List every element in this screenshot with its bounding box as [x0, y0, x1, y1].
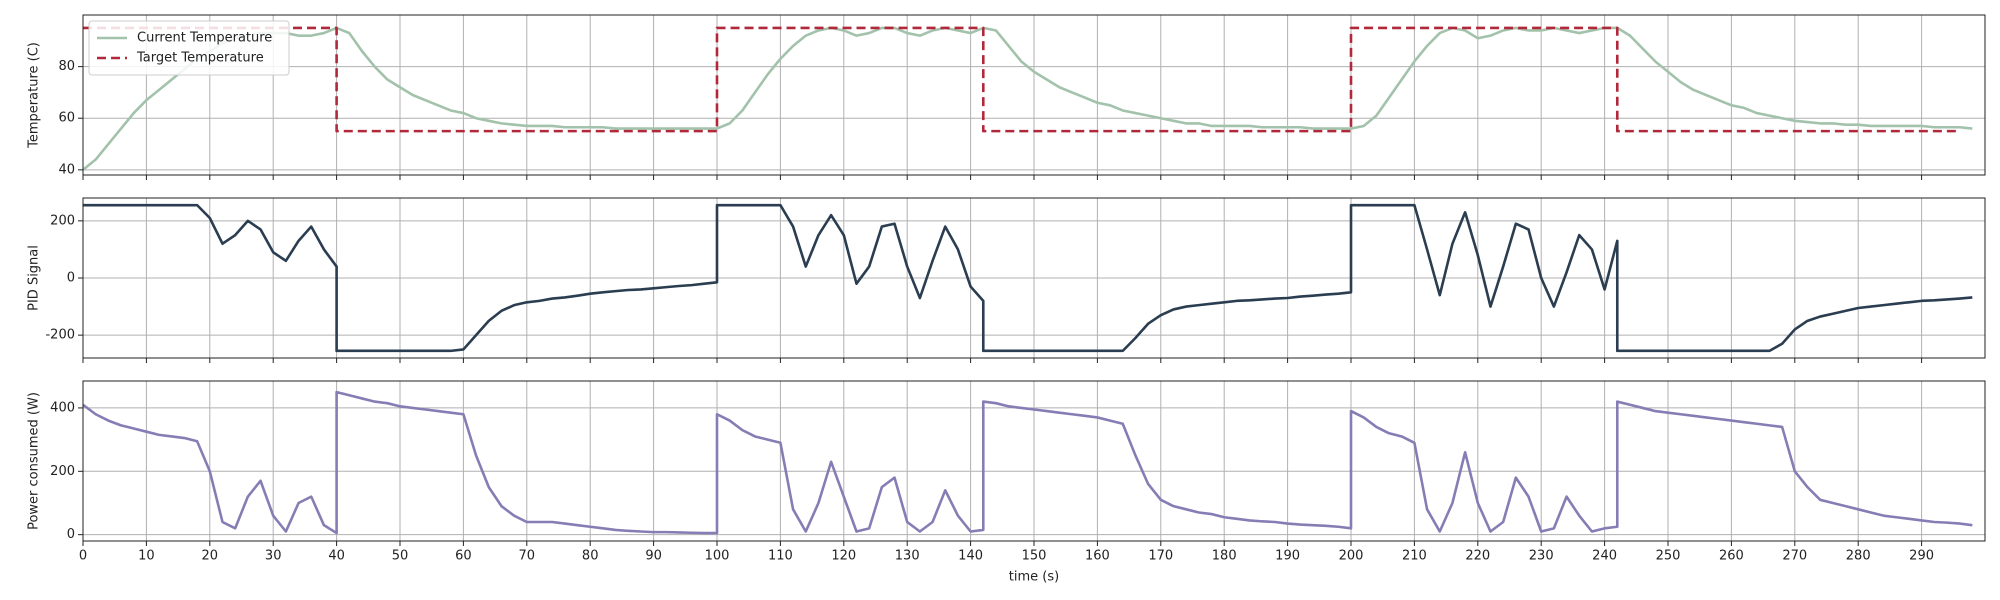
legend-box: [88, 20, 290, 76]
x-tick-label: 150: [1022, 549, 1047, 564]
x-tick-label: 290: [1909, 549, 1934, 564]
plot-area: [83, 26, 1973, 171]
x-tick-label: 120: [831, 549, 856, 564]
y-tick-label: 80: [58, 59, 75, 74]
x-tick-label: 20: [202, 549, 219, 564]
x-tick-label: 70: [519, 549, 536, 564]
x-tick-label: 30: [265, 549, 282, 564]
x-tick-label: 260: [1719, 549, 1744, 564]
axes-frame: [82, 197, 1986, 359]
data-line: [83, 390, 1973, 535]
x-tick-label: 10: [138, 549, 155, 564]
x-axis-label: time (s): [1009, 570, 1059, 585]
x-tick-label: 0: [79, 549, 87, 564]
y-tick-label: 60: [58, 111, 75, 126]
y-tick-label: 200: [50, 464, 75, 479]
axes-frame: [82, 380, 1986, 542]
x-tick-label: 270: [1782, 549, 1807, 564]
plot-area: [83, 390, 1973, 535]
x-tick-label: 170: [1148, 549, 1173, 564]
x-tick-label: 200: [1339, 549, 1364, 564]
data-line: [83, 203, 1973, 353]
x-tick-label: 220: [1465, 549, 1490, 564]
x-tick-label: 190: [1275, 549, 1300, 564]
legend-label: Target Temperature: [136, 51, 264, 66]
data-line: [83, 26, 1960, 133]
y-tick-label: 200: [50, 213, 75, 228]
x-tick-label: 250: [1656, 549, 1681, 564]
y-tick-label: 40: [58, 162, 75, 177]
x-tick-label: 280: [1846, 549, 1871, 564]
x-tick-label: 240: [1592, 549, 1617, 564]
y-tick-label: 0: [67, 527, 75, 542]
x-tick-label: 180: [1212, 549, 1237, 564]
y-axis-label: PID Signal: [27, 245, 42, 311]
plot-area: [83, 203, 1973, 353]
legend-label: Current Temperature: [137, 31, 272, 46]
x-tick-label: 130: [895, 549, 920, 564]
x-tick-label: 140: [958, 549, 983, 564]
x-tick-label: 100: [705, 549, 730, 564]
x-tick-label: 60: [455, 549, 472, 564]
x-tick-label: 110: [768, 549, 793, 564]
x-tick-label: 90: [645, 549, 662, 564]
x-tick-label: 160: [1085, 549, 1110, 564]
y-axis-label: Temperature (C): [27, 42, 42, 149]
y-axis-label: Power consumed (W): [27, 392, 42, 530]
y-tick-label: -200: [45, 328, 75, 343]
y-tick-label: 400: [50, 400, 75, 415]
x-tick-label: 230: [1529, 549, 1554, 564]
x-tick-label: 210: [1402, 549, 1427, 564]
axes-frame: [82, 14, 1986, 176]
y-tick-label: 0: [67, 271, 75, 286]
x-tick-label: 80: [582, 549, 599, 564]
data-line: [83, 26, 1973, 171]
x-tick-label: 40: [328, 549, 345, 564]
x-tick-label: 50: [392, 549, 409, 564]
